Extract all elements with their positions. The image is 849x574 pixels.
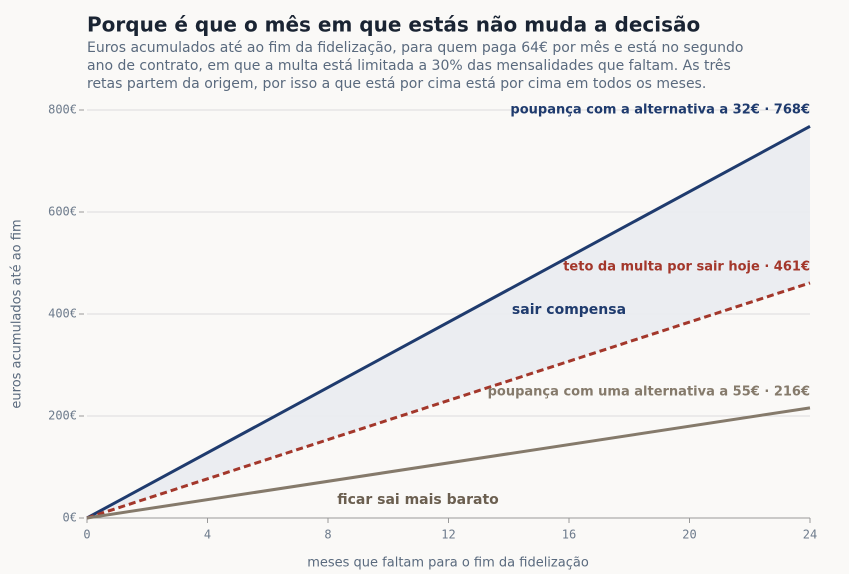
x-tick-label: 24 — [803, 528, 817, 542]
y-tick-label: 800€ — [48, 103, 77, 117]
annotation: sair compensa — [512, 302, 626, 318]
subtitle: ano de contrato, em que a multa está lim… — [87, 58, 731, 74]
x-tick-label: 8 — [324, 528, 331, 542]
x-tick-label: 20 — [682, 528, 696, 542]
series-line — [86, 281, 811, 520]
y-axis-label: euros acumulados até ao fim — [10, 219, 25, 408]
y-tick-label: 600€ — [48, 205, 77, 219]
series-line — [86, 406, 811, 520]
y-tick-label: 200€ — [48, 409, 77, 423]
x-tick-label: 12 — [441, 528, 455, 542]
y-tick-label: 0€ — [63, 511, 77, 525]
series-label: poupança com a alternativa a 32€ · 768€ — [510, 103, 810, 118]
series-line — [86, 125, 811, 520]
chart-title: Porque é que o mês em que estás não muda… — [87, 13, 700, 37]
annotation: ficar sai mais barato — [337, 492, 499, 508]
subtitle: retas partem da origem, por isso a que e… — [87, 76, 706, 92]
series-label: poupança com uma alternativa a 55€ · 216… — [488, 384, 810, 399]
series-label: teto da multa por sair hoje · 461€ — [563, 259, 810, 274]
x-tick-label: 16 — [562, 528, 576, 542]
y-tick-label: 400€ — [48, 307, 77, 321]
x-tick-label: 4 — [204, 528, 211, 542]
x-tick-label: 0 — [83, 528, 90, 542]
subtitle: Euros acumulados até ao fim da fidelizaç… — [87, 40, 743, 56]
x-axis-label: meses que faltam para o fim da fidelizaç… — [307, 556, 589, 571]
